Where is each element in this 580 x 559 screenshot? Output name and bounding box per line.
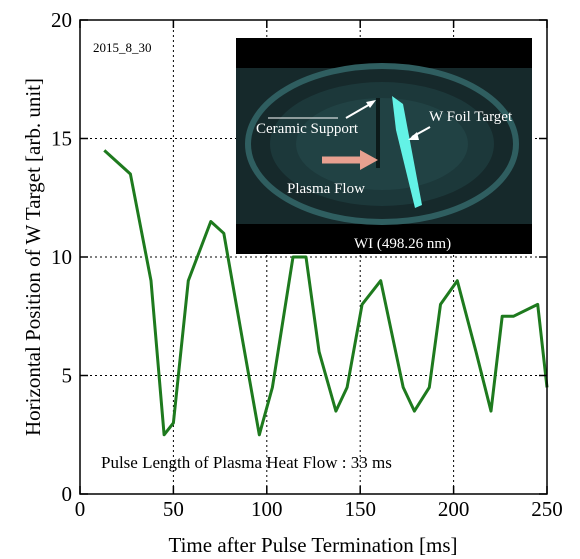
- inset-photo: [236, 38, 532, 254]
- inset-label-wavelength: WI (498.26 nm): [354, 236, 451, 252]
- x-tick-label: 200: [438, 497, 470, 521]
- axis-ticks: 0 50 100 150 200 250 0 5 10 15 20: [51, 8, 563, 521]
- y-tick-label: 0: [62, 482, 73, 506]
- y-axis-title: Horizontal Position of W Target [arb. un…: [21, 78, 45, 436]
- x-tick-label: 250: [531, 497, 563, 521]
- pulse-length-note: Pulse Length of Plasma Heat Flow : 33 ms: [101, 453, 392, 472]
- ceramic-arrow-icon: [345, 102, 373, 119]
- y-tick-label: 15: [51, 127, 72, 151]
- y-tick-label: 10: [51, 245, 72, 269]
- x-tick-label: 0: [75, 497, 86, 521]
- foil-target-shape: [392, 96, 422, 208]
- y-tick-label: 20: [51, 8, 72, 32]
- series-line: [103, 149, 549, 437]
- inset-label-ceramic: Ceramic Support: [256, 121, 359, 137]
- x-tick-label: 50: [163, 497, 184, 521]
- inset-label-flow: Plasma Flow: [287, 181, 365, 197]
- x-tick-label: 100: [251, 497, 283, 521]
- date-label: 2015_8_30: [93, 40, 152, 55]
- x-axis-title: Time after Pulse Termination [ms]: [169, 533, 458, 557]
- inset-label-foil: W Foil Target: [429, 109, 513, 125]
- x-tick-label: 150: [344, 497, 376, 521]
- y-tick-label: 5: [62, 364, 73, 388]
